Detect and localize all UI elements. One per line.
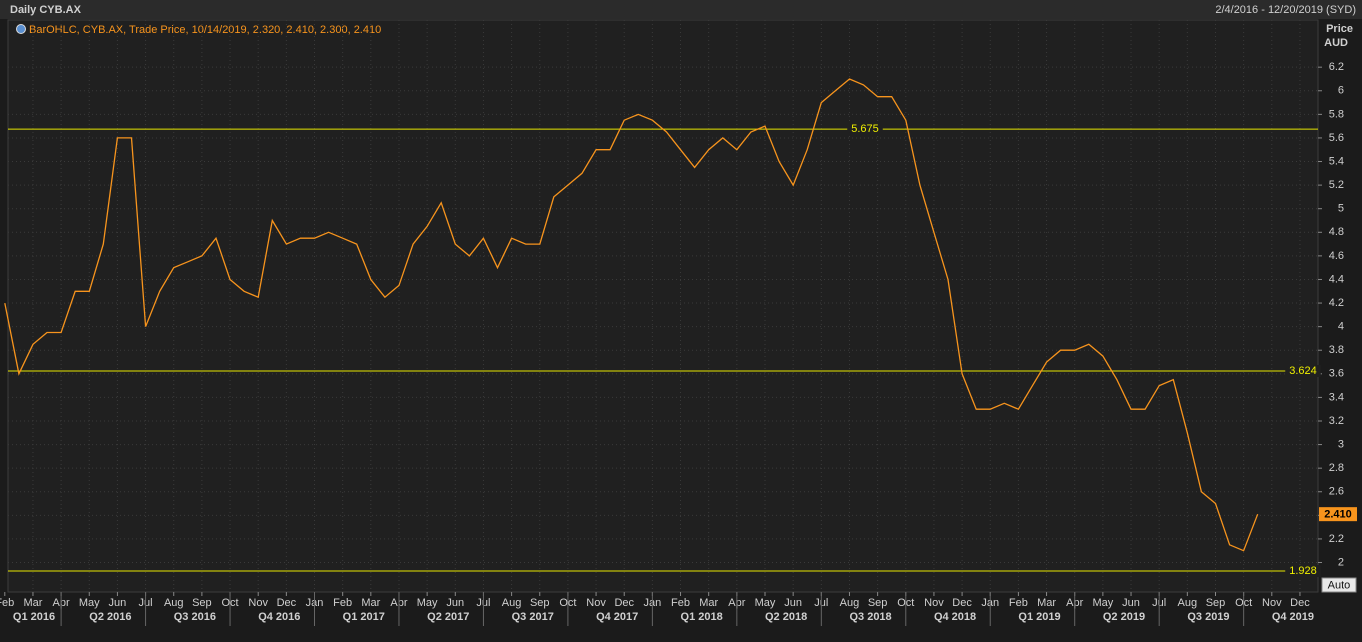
x-tick-label: Jun [446, 597, 464, 609]
x-tick-label: Nov [1262, 597, 1282, 609]
y-tick-label: 3.6 [1329, 368, 1344, 380]
quarter-label: Q4 2016 [258, 611, 300, 623]
y-tick-label: 4.4 [1329, 273, 1344, 285]
auto-button-box[interactable] [1321, 577, 1357, 593]
x-tick-label: Mar [1037, 597, 1056, 609]
chart-title: Daily CYB.AX [10, 4, 82, 16]
x-tick-label: Nov [924, 597, 944, 609]
quarter-label: Q1 2018 [681, 611, 723, 623]
x-tick-label: Feb [671, 597, 690, 609]
quarter-label: Q4 2017 [596, 611, 638, 623]
x-tick-label: Feb [1009, 597, 1028, 609]
reference-label: 1.928 [1289, 565, 1317, 577]
reference-label-bg [1285, 565, 1321, 578]
y-tick-label: 3.2 [1329, 415, 1344, 427]
axis-unit: AUD [1324, 37, 1348, 49]
y-tick-label: 2.6 [1329, 486, 1344, 498]
y-tick-label: 5.4 [1329, 155, 1344, 167]
y-tick-label: 5.2 [1329, 179, 1344, 191]
quarter-label: Q2 2019 [1103, 611, 1145, 623]
x-tick-label: May [755, 597, 776, 609]
reference-label-bg [1285, 364, 1321, 377]
x-tick-label: Nov [586, 597, 606, 609]
x-tick-label: Feb [0, 597, 14, 609]
y-tick-label: 2.2 [1329, 533, 1344, 545]
quarter-label: Q3 2018 [849, 611, 891, 623]
date-range: 2/4/2016 - 12/20/2019 (SYD) [1215, 4, 1356, 16]
x-tick-label: Mar [23, 597, 42, 609]
auto-button-label[interactable]: Auto [1328, 579, 1351, 591]
x-tick-label: Aug [502, 597, 522, 609]
x-tick-label: Dec [277, 597, 297, 609]
y-tick-label: 4.2 [1329, 297, 1344, 309]
quarter-label: Q4 2018 [934, 611, 976, 623]
y-tick-label: 4 [1338, 321, 1344, 333]
y-tick-label: 3 [1338, 438, 1344, 450]
reference-label: 3.624 [1289, 365, 1317, 377]
quarter-label: Q1 2019 [1018, 611, 1060, 623]
auto-button[interactable]: Auto [1321, 577, 1357, 593]
y-tick-label: 4.6 [1329, 250, 1344, 262]
reference-label: 5.675 [851, 123, 879, 135]
y-tick-label: 5 [1338, 203, 1344, 215]
quarter-label: Q3 2019 [1187, 611, 1229, 623]
last-price-label: 2.410 [1324, 509, 1352, 521]
x-tick-label: Aug [164, 597, 184, 609]
x-tick-label: Dec [952, 597, 972, 609]
plot-area [7, 19, 1319, 593]
quarter-label: Q2 2017 [427, 611, 469, 623]
axis-title: Price [1326, 23, 1353, 35]
y-tick-label: 6 [1338, 85, 1344, 97]
legend-entry: BarOHLC, CYB.AX, Trade Price, 10/14/2019… [29, 24, 381, 36]
x-tick-label: May [1092, 597, 1113, 609]
header-bar [0, 0, 1362, 19]
x-tick-label: Dec [1290, 597, 1310, 609]
y-tick-label: 5.8 [1329, 108, 1344, 120]
x-tick-label: Nov [248, 597, 268, 609]
x-tick-label: May [79, 597, 100, 609]
x-tick-label: Aug [1178, 597, 1198, 609]
y-tick-label: 2 [1338, 556, 1344, 568]
price-line [4, 78, 1259, 552]
x-tick-label: Aug [840, 597, 860, 609]
x-tick-label: Sep [1206, 597, 1226, 609]
y-tick-label: 3.8 [1329, 344, 1344, 356]
x-tick-label: Jun [784, 597, 802, 609]
x-tick-label: May [417, 597, 438, 609]
x-tick-label: Dec [614, 597, 634, 609]
quarter-label: Q2 2016 [89, 611, 131, 623]
x-tick-label: Jun [1122, 597, 1140, 609]
x-tick-label: Feb [333, 597, 352, 609]
x-tick-label: Jun [109, 597, 127, 609]
x-tick-label: Mar [699, 597, 718, 609]
reference-label-bg [847, 123, 883, 136]
y-tick-label: 6.2 [1329, 61, 1344, 73]
quarter-label: Q1 2017 [343, 611, 385, 623]
quarter-label: Q1 2016 [13, 611, 55, 623]
x-tick-label: Mar [361, 597, 380, 609]
quarter-label: Q3 2016 [174, 611, 216, 623]
x-tick-label: Sep [192, 597, 212, 609]
x-tick-label: Sep [868, 597, 888, 609]
x-tick-label: Sep [530, 597, 550, 609]
quarter-label: Q2 2018 [765, 611, 807, 623]
y-tick-label: 5.6 [1329, 132, 1344, 144]
quarter-label: Q4 2019 [1272, 611, 1314, 623]
y-tick-label: 2.8 [1329, 462, 1344, 474]
last-price-tag [1319, 507, 1357, 522]
y-tick-label: 4.8 [1329, 226, 1344, 238]
y-tick-label: 3.4 [1329, 391, 1344, 403]
legend-icon [16, 24, 26, 34]
quarter-label: Q3 2017 [512, 611, 554, 623]
